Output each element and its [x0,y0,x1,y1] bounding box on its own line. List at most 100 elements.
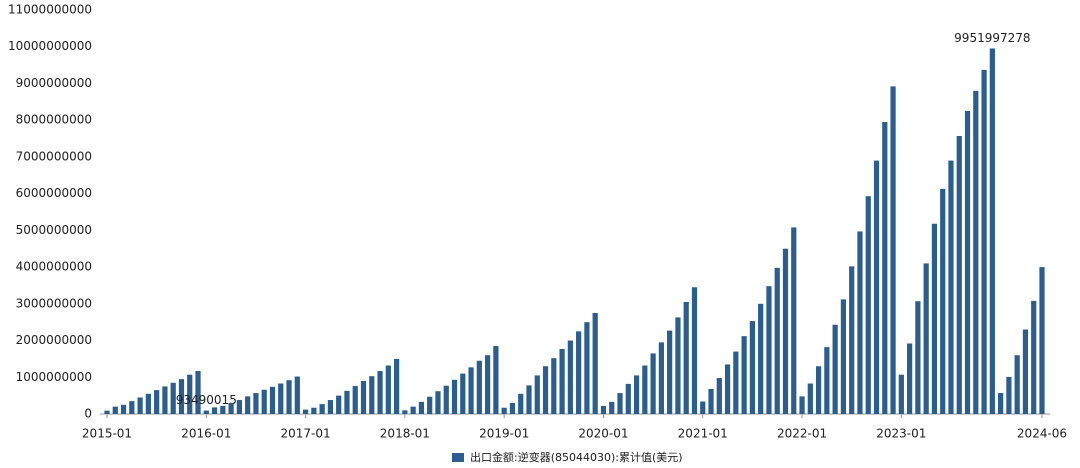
bar [625,383,631,414]
bar [931,223,938,414]
bar [311,407,317,414]
bar [1022,329,1029,414]
bar [377,371,383,414]
bar [559,348,565,414]
bar [1006,376,1012,414]
bar [882,122,888,414]
bar [319,404,325,414]
bar [907,343,913,414]
bar [857,231,863,414]
bar [269,386,276,414]
bar [211,407,218,414]
bar [542,366,549,414]
bar [385,365,391,414]
bar [129,401,135,414]
bar [1031,300,1037,414]
x-tick-label: 2020-01 [578,427,628,441]
value-label: 93490015 [176,393,237,407]
y-tick-label: 0 [84,407,92,421]
bar [948,160,954,414]
bar [691,287,698,414]
bar [973,90,979,415]
bar [956,135,962,414]
bar [584,322,590,414]
bar [898,374,904,414]
bar [849,266,855,414]
y-tick-label: 10000000000 [8,39,92,53]
bar [418,401,425,414]
bar [749,321,755,414]
bar [261,389,267,414]
bar [460,373,466,414]
bar [327,400,334,414]
bar [633,375,640,414]
bar [394,358,400,414]
bar [774,267,780,414]
y-tick-label: 4000000000 [16,260,92,274]
bar [451,379,458,414]
bar [799,396,805,414]
bar [865,196,871,414]
bar [294,376,300,414]
bar [766,286,772,414]
bar [120,404,127,414]
bar [576,331,582,414]
bar [642,365,648,414]
bar [203,410,209,414]
y-tick-label: 3000000000 [16,296,92,310]
y-tick-label: 8000000000 [16,113,92,127]
bar [518,393,524,414]
bar [162,386,168,414]
bar [302,409,309,414]
bar [675,317,681,414]
bar [286,380,292,414]
bar [832,324,838,414]
bar [890,86,896,414]
bar [220,405,226,414]
bar [650,353,656,414]
y-tick-label: 5000000000 [16,223,92,237]
bar [782,248,789,414]
bar [551,358,557,414]
bar [369,376,375,414]
bar [236,400,242,414]
bar [741,336,747,414]
bar [567,340,573,414]
bar [873,160,880,414]
bar [915,301,921,414]
x-tick-label: 2022-01 [777,427,827,441]
value-label: 9951997278 [954,31,1030,45]
bar [1039,267,1045,414]
bar [700,401,706,414]
bar [683,301,689,414]
legend-label: 出口金额:逆变器(85044030):累计值(美元) [470,450,683,464]
bar [178,379,185,414]
bar [493,346,499,414]
bar [443,385,449,414]
y-tick-label: 1000000000 [16,370,92,384]
bar [923,263,929,414]
bar [112,406,118,414]
bar [195,371,201,414]
bar [609,401,615,414]
bar [435,391,441,414]
bar [427,396,433,414]
bar [733,351,739,414]
bar [137,397,143,414]
bar [154,390,160,414]
bar [600,405,607,414]
y-tick-label: 2000000000 [16,333,92,347]
bar [526,385,532,414]
bar [658,342,664,414]
x-tick-label: 2018-01 [380,427,430,441]
bar [352,386,358,414]
bar [815,366,822,414]
bar [145,393,151,414]
bar [964,111,971,414]
bar [485,355,491,414]
bar [410,406,416,414]
bar [170,382,176,414]
y-tick-label: 9000000000 [16,76,92,90]
bar [989,48,995,414]
bar [476,360,482,414]
